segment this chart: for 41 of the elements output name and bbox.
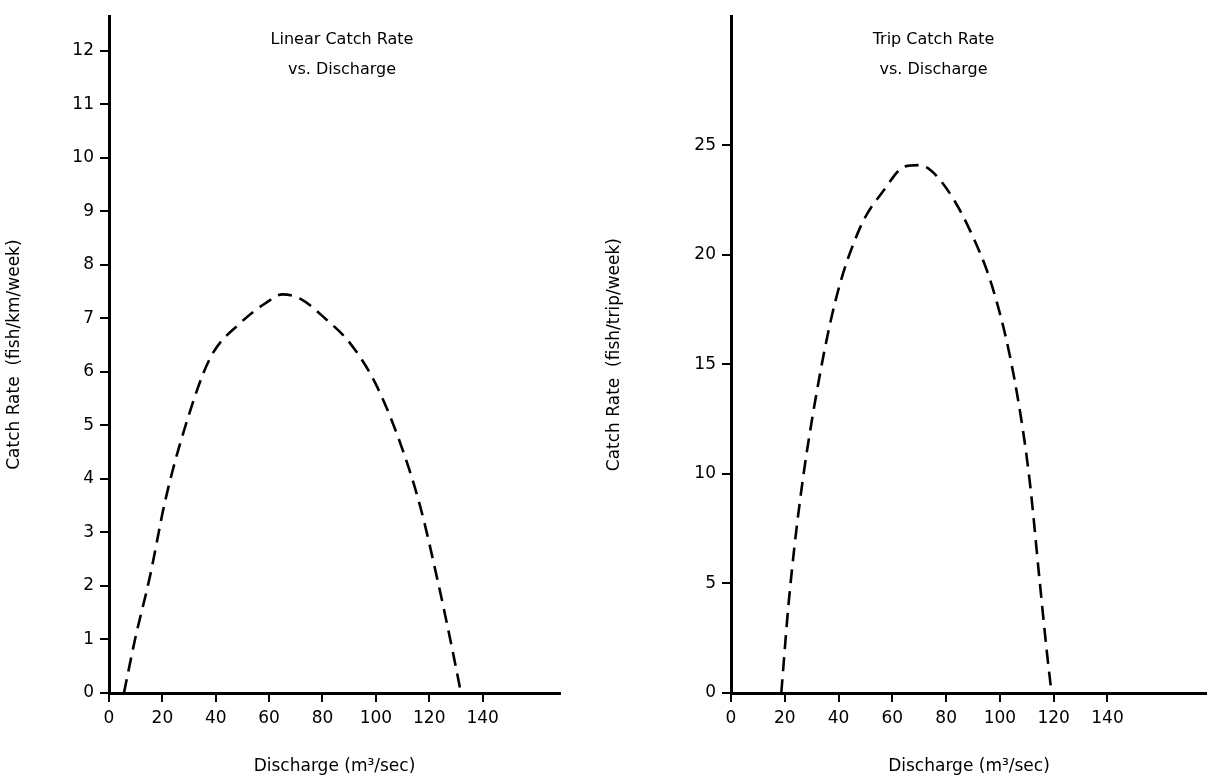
y-tick-label: 7 bbox=[83, 306, 94, 327]
y-tick-label: 2 bbox=[83, 574, 94, 595]
x-tick-label: 140 bbox=[1091, 706, 1124, 727]
x-tick-label: 20 bbox=[151, 706, 174, 727]
x-tick-label: 100 bbox=[359, 706, 393, 727]
x-tick-label: 140 bbox=[466, 706, 499, 727]
y-tick-label: 25 bbox=[694, 133, 716, 154]
x-tick-label: 80 bbox=[311, 706, 334, 727]
x-tick-label: 60 bbox=[881, 706, 904, 727]
text: Linear Catch Rate vs. Discharge bbox=[270, 29, 414, 79]
x-axis-title: Discharge (m³/sec) bbox=[253, 755, 416, 776]
y-tick-label: 0 bbox=[83, 681, 94, 702]
y-tick-label: 10 bbox=[72, 146, 94, 167]
x-tick-label: 100 bbox=[983, 706, 1017, 727]
y-tick-label: 20 bbox=[694, 243, 716, 264]
y-tick-label: 6 bbox=[83, 360, 94, 381]
y-tick-label: 12 bbox=[72, 39, 94, 60]
y-tick-label: 0 bbox=[705, 681, 716, 702]
x-tick-label: 60 bbox=[258, 706, 280, 727]
y-tick-label: 3 bbox=[83, 520, 94, 541]
x-tick-label: 40 bbox=[204, 706, 227, 727]
y-tick-label: 15 bbox=[694, 352, 716, 373]
x-tick-label: 0 bbox=[103, 706, 115, 727]
x-tick-label: 40 bbox=[827, 706, 850, 727]
y-tick-label: 10 bbox=[694, 462, 716, 483]
text: Trip Catch Rate vs. Discharge bbox=[871, 29, 995, 79]
y-tick-label: 5 bbox=[83, 413, 94, 434]
y-tick-label: 4 bbox=[83, 467, 94, 488]
x-tick-label: 120 bbox=[1037, 706, 1070, 727]
x-tick-label: 80 bbox=[935, 706, 957, 727]
y-axis-title: Catch Rate (fish/km/week) bbox=[2, 239, 23, 470]
x-axis-title: Discharge (m³/sec) bbox=[888, 755, 1050, 776]
y-tick-label: 5 bbox=[705, 571, 716, 592]
x-tick-label: 0 bbox=[725, 706, 737, 727]
y-tick-label: 9 bbox=[83, 199, 94, 220]
y-tick-label: 1 bbox=[83, 627, 94, 648]
y-tick-label: 11 bbox=[72, 92, 94, 113]
x-tick-label: 20 bbox=[773, 706, 796, 727]
y-tick-label: 8 bbox=[83, 253, 94, 274]
y-axis-title: Catch Rate (fish/trip/week) bbox=[602, 238, 623, 472]
x-tick-label: 120 bbox=[413, 706, 446, 727]
